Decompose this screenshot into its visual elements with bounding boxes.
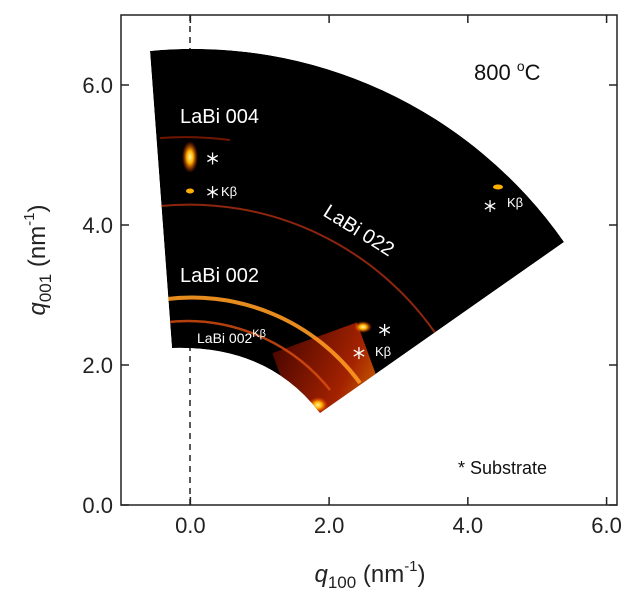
marker-stroke	[379, 326, 391, 334]
x-tick-label: 2.0	[314, 513, 345, 538]
y-tick-label: 4.0	[82, 213, 113, 238]
x-tick-label: 6.0	[591, 513, 622, 538]
substrate-marker	[207, 152, 219, 165]
marker-stroke	[207, 188, 219, 196]
marker-stroke	[484, 202, 496, 210]
kbeta-label: Kβ	[221, 184, 237, 199]
y-tick-label: 0.0	[82, 493, 113, 518]
x-tick-label: 0.0	[175, 513, 206, 538]
kbeta-peak-label: LaBi 002Kβ	[197, 328, 266, 346]
y-tick-label: 6.0	[82, 73, 113, 98]
substrate-marker	[353, 347, 365, 360]
kbeta-label: Kβ	[375, 344, 391, 359]
y-axis-title: q001 (nm-1)	[21, 204, 55, 315]
peak-label: LaBi 002	[180, 265, 259, 287]
marker-stroke	[207, 154, 219, 163]
substrate-marker	[484, 200, 496, 213]
x-axis-title: q100 (nm-1)	[314, 558, 425, 592]
legend: * Substrate	[458, 458, 547, 478]
peak-label: LaBi 004	[180, 106, 259, 128]
temperature: 800 oC	[474, 58, 541, 85]
y-tick-label: 2.0	[82, 353, 113, 378]
substrate-marker	[207, 186, 219, 199]
marker-stroke	[353, 349, 365, 357]
kbeta-label: Kβ	[507, 195, 523, 210]
plot-frame	[120, 14, 618, 506]
substrate-marker	[379, 324, 391, 336]
x-tick-label: 4.0	[453, 513, 484, 538]
